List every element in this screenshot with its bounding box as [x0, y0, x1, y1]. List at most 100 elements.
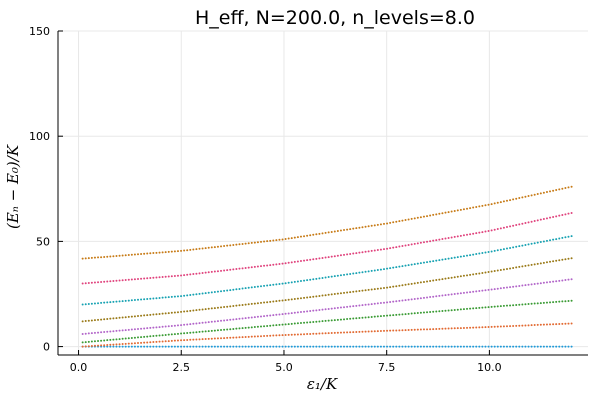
series-8-point: [416, 216, 419, 219]
series-3-point: [561, 300, 564, 303]
series-6-point: [238, 287, 241, 290]
series-4-point: [232, 318, 235, 321]
series-1-point: [364, 345, 367, 348]
series-7-point: [115, 279, 118, 282]
series-7-point: [570, 211, 573, 214]
series-2-point: [459, 327, 462, 330]
series-3-point: [306, 321, 309, 324]
series-8-point: [444, 211, 447, 214]
series-3-point: [170, 333, 173, 336]
series-6-point: [343, 273, 346, 276]
series-4-point: [404, 299, 407, 302]
series-8-point: [367, 225, 370, 228]
series-2-point: [447, 327, 450, 330]
series-3-point: [524, 303, 527, 306]
series-5-point: [235, 304, 238, 307]
series-7-point: [502, 226, 505, 229]
series-8-point: [352, 227, 355, 230]
series-7-point: [524, 222, 527, 225]
series-4-point: [561, 279, 564, 282]
series-8-point: [109, 255, 112, 258]
series-7-point: [161, 275, 164, 278]
series-1-point: [505, 345, 508, 348]
series-8-point: [84, 257, 87, 260]
series-7-point: [379, 248, 382, 251]
series-4-point: [552, 280, 555, 283]
series-2-point: [192, 338, 195, 341]
series-5-point: [545, 261, 548, 264]
series-1-point: [299, 345, 302, 348]
series-6-point: [109, 301, 112, 304]
series-4-point: [133, 328, 136, 331]
series-6-point: [416, 262, 419, 265]
series-4-point: [407, 298, 410, 301]
series-2-point: [426, 328, 429, 331]
series-5-point: [223, 306, 226, 309]
series-4-point: [419, 297, 422, 300]
series-7-point: [536, 219, 539, 222]
series-1-point: [115, 345, 118, 348]
series-2-point: [472, 326, 475, 329]
series-5-point: [466, 274, 469, 277]
series-8-point: [379, 223, 382, 226]
series-6-point: [570, 235, 573, 238]
series-6-point: [539, 241, 542, 244]
series-4-point: [441, 294, 444, 297]
series-2-point: [561, 322, 564, 325]
series-2-point: [527, 324, 530, 327]
series-2-point: [555, 323, 558, 326]
series-8-point: [349, 228, 352, 231]
series-4-point: [195, 322, 198, 325]
series-5-point: [521, 265, 524, 268]
series-7-point: [567, 212, 570, 215]
series-7-point: [499, 227, 502, 230]
series-8-point: [376, 223, 379, 226]
series-8-point: [361, 226, 364, 229]
series-5-point: [438, 278, 441, 281]
series-3-point: [438, 310, 441, 313]
series-4-point: [103, 331, 106, 334]
series-8-point: [515, 197, 518, 200]
series-5-point: [143, 314, 146, 317]
series-8-point: [290, 237, 293, 240]
series-6-point: [133, 299, 136, 302]
series-5-point: [410, 282, 413, 285]
series-4-point: [106, 330, 109, 333]
series-5-point: [278, 299, 281, 302]
series-5-point: [180, 310, 183, 313]
series-3-point: [312, 320, 315, 323]
series-1-point: [475, 345, 478, 348]
y-tick-label: 50: [36, 235, 50, 248]
series-8-point: [521, 196, 524, 199]
series-5-point: [346, 291, 349, 294]
series-8-point: [509, 199, 512, 202]
series-7-point: [192, 273, 195, 276]
series-1-point: [376, 345, 379, 348]
series-5-point: [229, 305, 232, 308]
series-4-point: [478, 290, 481, 293]
series-7-point: [395, 246, 398, 249]
series-7-point: [330, 255, 333, 258]
series-7-point: [364, 250, 367, 253]
series-2-point: [324, 332, 327, 335]
series-2-point: [352, 331, 355, 334]
series-2-point: [336, 331, 339, 334]
series-3-point: [303, 321, 306, 324]
series-6-point: [87, 302, 90, 305]
series-5-point: [118, 316, 121, 319]
series-3-point: [220, 329, 223, 332]
series-2-point: [349, 331, 352, 334]
series-8-point: [432, 213, 435, 216]
series-7-point: [349, 252, 352, 255]
series-7-point: [250, 266, 253, 269]
series-6-point: [321, 276, 324, 279]
series-2-point: [382, 329, 385, 332]
series-2-point: [93, 344, 96, 347]
series-7-point: [186, 273, 189, 276]
series-6-point: [207, 291, 210, 294]
series-4-point: [355, 304, 358, 307]
series-8-point: [238, 243, 241, 246]
series-6-point: [229, 289, 232, 292]
series-7-point: [118, 279, 121, 282]
series-8-point: [542, 191, 545, 194]
